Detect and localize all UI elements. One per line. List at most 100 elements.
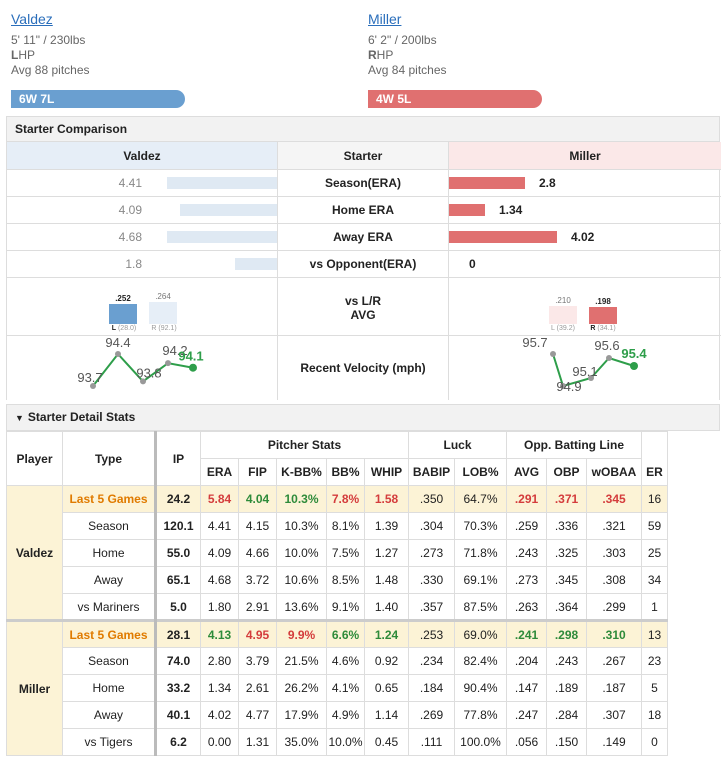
stats-row: vs Mariners 5.0 1.80 2.91 13.6% 9.1% 1.40.357 8… xyxy=(7,593,668,621)
velocity-label: 93.8 xyxy=(136,365,161,380)
left-pitcher-hand: LHP xyxy=(11,48,36,62)
col-babip: BABIP xyxy=(408,458,455,486)
ip-cell: 33.2 xyxy=(155,674,201,702)
stat-cell: 10.0% xyxy=(276,539,327,567)
left-pitcher-avg-pitches: Avg 88 pitches xyxy=(11,63,90,77)
row-type: Season xyxy=(62,512,157,540)
stat-cell: .247 xyxy=(506,701,547,729)
stat-cell: 4.02 xyxy=(200,701,239,729)
compare-right-cell: 0 xyxy=(449,251,721,277)
stat-cell: 1 xyxy=(641,593,668,621)
right-pitcher-link[interactable]: Miller xyxy=(368,11,402,27)
left-lr-l-label: L (28.0) xyxy=(111,325,137,332)
stat-cell: 8.1% xyxy=(326,512,365,540)
col-kbb: K-BB% xyxy=(276,458,327,486)
stat-cell: 26.2% xyxy=(276,674,327,702)
lr-avg-label: vs L/R AVG xyxy=(277,278,449,335)
compare-right-value: 4.02 xyxy=(571,230,595,244)
col-ip: IP xyxy=(155,431,201,486)
stat-cell: 1.58 xyxy=(364,485,409,513)
group-pitcher-stats: Pitcher Stats xyxy=(200,431,409,459)
ip-cell: 28.1 xyxy=(155,619,201,648)
velocity-label: 94.9 xyxy=(556,379,581,394)
velocity-point xyxy=(90,383,96,389)
stat-cell: 4.95 xyxy=(238,619,277,648)
col-fip: FIP xyxy=(238,458,277,486)
stat-cell: .189 xyxy=(546,674,587,702)
right-lr-r-value: .198 xyxy=(595,297,611,306)
stats-row: vs Tigers 6.2 0.00 1.31 35.0% 10.0% 0.45.111 10… xyxy=(7,728,668,756)
stats-row: Season 120.1 4.41 4.15 10.3% 8.1% 1.39.304 70.3… xyxy=(7,512,668,540)
collapse-caret-icon[interactable]: ▼ xyxy=(15,413,24,423)
stat-cell: .111 xyxy=(408,728,455,756)
stat-cell: .310 xyxy=(586,619,642,648)
stat-cell: 5.84 xyxy=(200,485,239,513)
stat-cell: 4.9% xyxy=(326,701,365,729)
stat-cell: 4.66 xyxy=(238,539,277,567)
stat-cell: 77.8% xyxy=(454,701,507,729)
detail-stats-title[interactable]: ▼ Starter Detail Stats xyxy=(6,404,720,431)
stat-cell: 4.09 xyxy=(200,539,239,567)
compare-row: 4.09 Home ERA 1.34 xyxy=(7,197,721,224)
stat-cell: .147 xyxy=(506,674,547,702)
row-type: Home xyxy=(62,674,157,702)
compare-left-bar xyxy=(167,177,277,189)
stat-cell: .234 xyxy=(408,647,455,675)
stat-cell: 9.1% xyxy=(326,593,365,621)
stat-cell: 10.3% xyxy=(276,485,327,513)
stat-cell: 6.6% xyxy=(326,619,365,648)
stat-cell: .364 xyxy=(546,593,587,621)
col-era: ERA xyxy=(200,458,239,486)
stat-cell: 90.4% xyxy=(454,674,507,702)
stat-cell: .308 xyxy=(586,566,642,594)
compare-left-value: 4.09 xyxy=(118,203,142,217)
compare-left-cell: 1.8 xyxy=(7,251,277,277)
stat-cell: 4.13 xyxy=(200,619,239,648)
stat-cell: 4.6% xyxy=(326,647,365,675)
right-velocity-chart: 95.7 94.995.1 95.695.4 xyxy=(522,335,647,394)
row-type: Home xyxy=(62,539,157,567)
stat-cell: 1.31 xyxy=(238,728,277,756)
left-pitcher-link[interactable]: Valdez xyxy=(11,11,53,27)
compare-row: 1.8 vs Opponent(ERA) 0 xyxy=(7,251,721,278)
ip-cell: 55.0 xyxy=(155,539,201,567)
velocity-point xyxy=(560,383,566,389)
stat-cell: 3.72 xyxy=(238,566,277,594)
stats-row: Miller Last 5 Games 28.1 4.13 4.95 9.9% 6.6% 1.… xyxy=(6,619,668,756)
stat-cell: 21.5% xyxy=(276,647,327,675)
stat-cell: .187 xyxy=(586,674,642,702)
stat-cell: 2.80 xyxy=(200,647,239,675)
velocity-label: 93.7 xyxy=(77,370,102,385)
right-record-pill: 4W 5L xyxy=(368,90,542,108)
stats-row: Away 40.1 4.02 4.77 17.9% 4.9% 1.14.269 77.8% .2… xyxy=(7,701,668,729)
stat-cell: 4.68 xyxy=(200,566,239,594)
velocity-point xyxy=(115,351,121,357)
stat-cell: .149 xyxy=(586,728,642,756)
ip-cell: 120.1 xyxy=(155,512,201,540)
right-lr-r-bar xyxy=(589,307,617,324)
stat-cell: 0.00 xyxy=(200,728,239,756)
compare-right-value: 1.34 xyxy=(499,203,523,217)
compare-right-bar xyxy=(449,177,525,189)
compare-label: vs Opponent(ERA) xyxy=(277,251,449,277)
col-wobaa: wOBAA xyxy=(586,458,642,486)
stat-cell: 0.65 xyxy=(364,674,409,702)
stat-cell: 25 xyxy=(641,539,668,567)
stat-cell: .243 xyxy=(546,647,587,675)
stat-cell: 2.61 xyxy=(238,674,277,702)
stat-cell: .259 xyxy=(506,512,547,540)
row-type: vs Mariners xyxy=(62,593,157,621)
starter-detail-table: Player Type IP Pitcher Stats Luck Opp. B… xyxy=(6,431,668,756)
left-lr-l-value: .252 xyxy=(115,294,131,303)
compare-right-bar xyxy=(449,204,485,216)
left-lr-r-label: R (92.1) xyxy=(151,325,177,332)
velocity-label: 94.2 xyxy=(162,343,187,358)
stat-cell: 1.34 xyxy=(200,674,239,702)
ip-cell: 5.0 xyxy=(155,593,201,621)
stat-cell: 16 xyxy=(641,485,668,513)
compare-label: Season(ERA) xyxy=(277,170,449,196)
right-pitcher-info: Miller 6' 2" / 200lbs RHP Avg 84 pitches xyxy=(368,11,447,77)
stat-cell: .056 xyxy=(506,728,547,756)
stat-cell: .267 xyxy=(586,647,642,675)
left-velocity-chart: 93.7 94.4 93.894.294.1 xyxy=(77,335,204,389)
